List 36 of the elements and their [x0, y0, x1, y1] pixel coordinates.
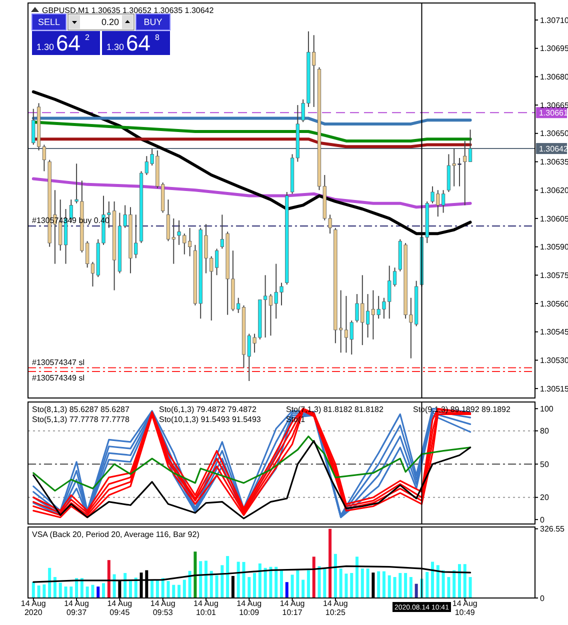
x-tick-label: 14 Aug 09:53	[150, 599, 176, 617]
x-tick-label: 14 Aug 2020	[20, 599, 46, 617]
annotation: Sto(6,1,3) 79.4872 79.4872	[159, 404, 257, 414]
y-tick-label: 80	[540, 426, 550, 436]
x-tick-label: 14 Aug 10:09	[236, 599, 262, 617]
ref-line-label: #130574349 sl	[32, 374, 85, 383]
annotation: 0.20	[101, 17, 119, 28]
ref-line-label: #130574347 sl	[32, 358, 85, 367]
x-tick-label: 14 Aug 09:45	[107, 599, 132, 617]
y-tick-label: 100	[540, 404, 554, 414]
ref-line-label: 1.30642	[539, 144, 568, 154]
x-tick-label: 14 Aug 10:17	[280, 599, 305, 617]
y-tick-label: 0	[540, 515, 545, 524]
chart-title: GBPUSD,M1 1.30635 1.30652 1.30635 1.30642	[42, 6, 214, 15]
annotation: 64	[56, 30, 80, 56]
y-tick-label: 0	[540, 594, 545, 603]
annotation: SELL	[38, 17, 60, 28]
ref-line-label: 1.30661	[539, 108, 568, 118]
annotation: 1.30	[36, 42, 54, 52]
annotation: Sto(5,1,3) 77.7778 77.7778	[32, 414, 130, 424]
y-tick-label: 20	[540, 493, 550, 502]
annotation: VSA (Back 20, Period 20, Average 116, Bar 92)	[32, 530, 200, 539]
annotation: 64	[126, 30, 150, 56]
annotation: 8	[155, 32, 160, 42]
annotation: 2	[85, 32, 90, 42]
y-tick-label: 326.55	[540, 524, 566, 534]
annotation: Sto(10,1,3) 91.5493 91.5493	[159, 414, 262, 424]
annotation: Sto(1	[286, 414, 306, 424]
y-tick-label: 50	[540, 460, 550, 469]
annotation: BUY	[144, 17, 162, 28]
x-tick-label: 14 Aug 10:25	[322, 599, 348, 617]
annotation: 1.30	[106, 42, 124, 52]
annotation: Sto(8,1,3) 85.6287 85.6287	[32, 404, 130, 414]
x-tick-label: 14 Aug 10:49	[452, 599, 478, 617]
x-tick-label: 14 Aug 10:01	[194, 599, 218, 617]
x-tick-label: 14 Aug 09:37	[64, 599, 90, 617]
